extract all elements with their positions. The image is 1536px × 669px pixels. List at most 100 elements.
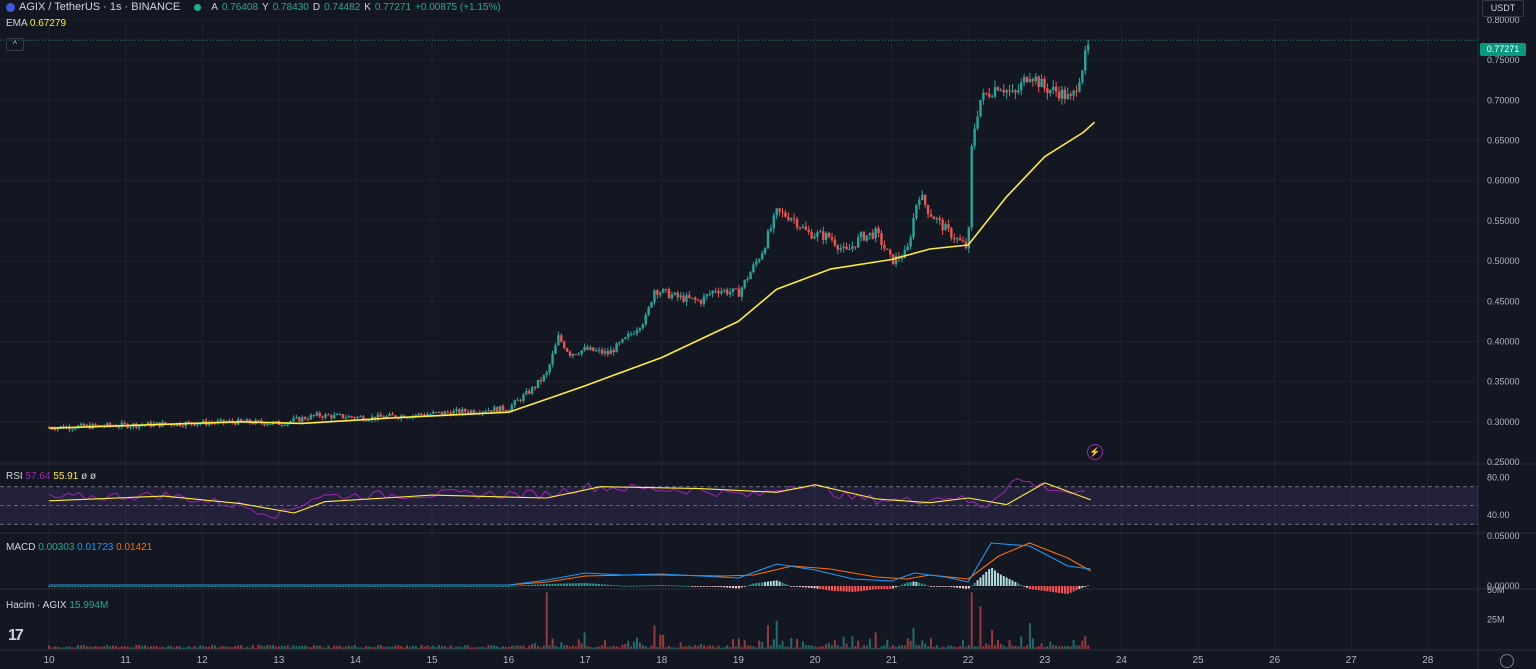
macd-hist-bar (938, 586, 941, 587)
volume-bar (542, 645, 545, 649)
macd-hist-bar (452, 586, 455, 587)
macd-hist-bar (295, 586, 298, 587)
macd-hist-bar (62, 586, 65, 587)
volume-legend[interactable]: Hacim · AGIX 15.994M (6, 600, 108, 611)
volume-bar (726, 645, 729, 649)
candle-body (955, 238, 959, 240)
volume-bar (842, 636, 845, 649)
macd-hist-bar (65, 586, 68, 587)
rsi-legend[interactable]: RSI 57.64 55.91 ø ø (6, 471, 96, 482)
volume-bar (103, 646, 106, 649)
volume-bar (318, 645, 321, 649)
candle-body (758, 259, 761, 262)
volume-bar (560, 642, 563, 649)
volume-bar (388, 646, 391, 649)
volume-bar (941, 646, 944, 649)
volume-bar (694, 645, 697, 649)
volume-bar (141, 645, 144, 649)
macd-hist-bar (248, 586, 251, 587)
volume-bar (650, 645, 653, 649)
volume-bar (897, 645, 900, 649)
candle-body (120, 422, 123, 427)
macd-hist-bar (592, 583, 595, 586)
volume-bar (245, 647, 248, 649)
candle-body (507, 410, 511, 412)
volume-bar (353, 645, 356, 649)
candle-body (676, 292, 679, 298)
volume-bar (781, 640, 784, 649)
candle-body (548, 364, 551, 373)
volume-bar (702, 645, 705, 649)
macd-hist-bar (726, 586, 729, 588)
macd-hist-bar (490, 586, 493, 587)
candle-body (787, 216, 790, 221)
macd-hist-bar (211, 586, 214, 587)
macd-hist-bar (109, 586, 112, 587)
macd-hist-bar (574, 583, 577, 586)
candle-body (129, 426, 132, 428)
ema-legend[interactable]: EMA 0.67279 (6, 18, 66, 29)
macd-hist-bar (68, 586, 71, 587)
lightning-icon[interactable]: ⚡ (1087, 444, 1103, 460)
volume-bar (464, 645, 467, 649)
volume-bar (714, 647, 717, 649)
macd-hist-bar (787, 584, 790, 586)
macd-hist-bar (892, 586, 895, 589)
candle-body (592, 347, 595, 352)
macd-hist-bar (1069, 586, 1072, 593)
volume-bar (449, 645, 452, 649)
volume-bar (382, 646, 385, 649)
candle-body (597, 349, 601, 351)
macd-hist-bar (810, 586, 813, 588)
macd-hist-bar (702, 586, 705, 587)
volume-bar (621, 644, 624, 649)
volume-bar (985, 643, 988, 649)
macd-legend[interactable]: MACD 0.00303 0.01723 0.01421 (6, 542, 152, 553)
price-tick-label: 0.45000 (1487, 296, 1520, 306)
candle-body (434, 412, 438, 414)
volume-bar (586, 645, 589, 649)
volume-bar (68, 646, 71, 649)
macd-hist-bar (187, 586, 190, 587)
volume-bar (219, 646, 222, 649)
collapse-legend-button[interactable]: ^ (6, 38, 24, 51)
volume-bar (947, 645, 950, 649)
volume-bar (472, 647, 475, 649)
tradingview-logo[interactable]: 17 (8, 627, 24, 644)
volume-bar (854, 646, 857, 649)
volume-bar (420, 644, 423, 649)
candle-body (298, 417, 301, 422)
volume-bar (414, 646, 417, 649)
macd-hist-bar (749, 584, 752, 586)
macd-hist-bar (379, 586, 382, 587)
macd-hist-bar (85, 586, 88, 587)
candle-body (1060, 89, 1064, 99)
currency-button[interactable]: USDT (1482, 0, 1524, 17)
candle-body (248, 419, 252, 423)
macd-hist-bar (548, 583, 551, 586)
macd-hist-bar (854, 586, 857, 592)
macd-hist-bar (164, 586, 167, 587)
volume-bar (100, 646, 103, 649)
volume-bar (1055, 645, 1058, 649)
volume-bar (298, 646, 301, 649)
rsi-ma-line (48, 482, 1091, 514)
macd-hist-bar (833, 586, 836, 591)
candle-body (327, 414, 330, 416)
volume-bar (48, 645, 50, 649)
volume-bar (676, 647, 679, 649)
candle-body (772, 215, 775, 229)
volume-bar (956, 647, 959, 649)
macd-hist-bar (120, 586, 123, 587)
macd-hist-bar (1046, 586, 1049, 592)
macd-hist-bar (222, 586, 225, 587)
volume-bar (333, 645, 336, 649)
volume-bar (484, 647, 487, 649)
symbol-name[interactable]: AGIX / TetherUS · 1s · BINANCE (19, 1, 181, 13)
candle-body (845, 246, 848, 250)
settings-gear-icon[interactable] (1500, 654, 1514, 668)
macd-hist-bar (330, 586, 333, 587)
macd-hist-bar (868, 586, 871, 590)
macd-hist-bar (414, 586, 417, 587)
